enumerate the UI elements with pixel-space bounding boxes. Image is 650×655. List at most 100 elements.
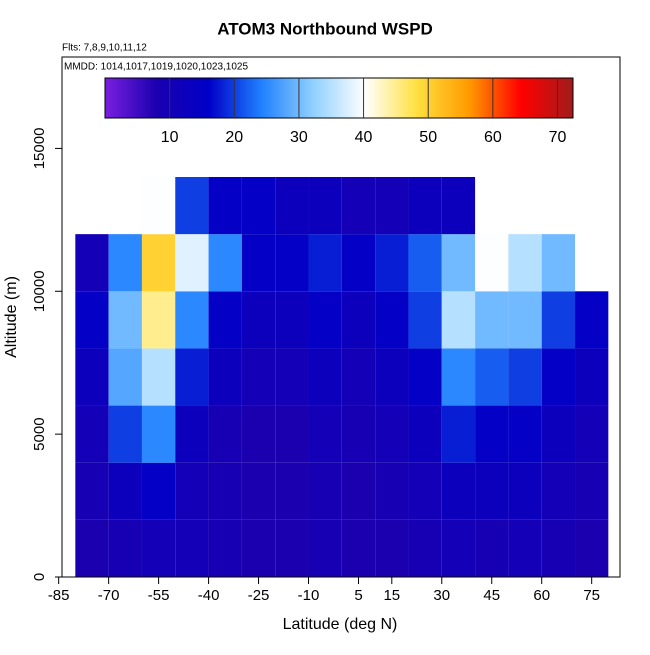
heat-cell bbox=[308, 405, 342, 463]
x-tick-label: 30 bbox=[433, 587, 450, 604]
heat-cell bbox=[408, 462, 442, 520]
heat-cell bbox=[208, 291, 242, 349]
heat-cell bbox=[441, 291, 476, 349]
heat-cell bbox=[141, 405, 176, 463]
heat-cell bbox=[341, 348, 376, 406]
heat-cell bbox=[141, 348, 176, 406]
heat-cell bbox=[441, 177, 476, 235]
heat-cell bbox=[75, 519, 109, 577]
heat-cell bbox=[441, 519, 476, 577]
colorbar-tick-label: 20 bbox=[225, 129, 243, 146]
x-tick-label: 75 bbox=[583, 587, 600, 604]
heat-cell bbox=[408, 177, 442, 235]
colorbar-tick-label: 40 bbox=[355, 129, 373, 146]
x-tick-label: 60 bbox=[533, 587, 550, 604]
heat-cell bbox=[275, 348, 309, 406]
heat-cell bbox=[475, 291, 509, 349]
y-tick-label: 5000 bbox=[31, 417, 48, 450]
heat-cell bbox=[275, 405, 309, 463]
heat-cell bbox=[308, 177, 342, 235]
heat-cell bbox=[108, 291, 142, 349]
heat-cell bbox=[408, 234, 442, 292]
heat-cell bbox=[575, 462, 609, 520]
heat-cell bbox=[375, 405, 409, 463]
heat-cell bbox=[141, 519, 176, 577]
heat-cell bbox=[75, 348, 109, 406]
heat-cell bbox=[508, 462, 542, 520]
heat-cell bbox=[375, 462, 409, 520]
heat-cell bbox=[75, 234, 109, 292]
heat-cell bbox=[341, 519, 376, 577]
heat-cell bbox=[475, 234, 509, 292]
heat-cell bbox=[141, 462, 176, 520]
heat-cell bbox=[141, 234, 176, 292]
heat-cell bbox=[175, 177, 209, 235]
heat-cell bbox=[375, 519, 409, 577]
heat-cell bbox=[308, 462, 342, 520]
heat-cell bbox=[175, 462, 209, 520]
heat-cell bbox=[275, 234, 309, 292]
y-tick-label: 15000 bbox=[31, 128, 48, 170]
heat-cell bbox=[475, 348, 509, 406]
heat-cell bbox=[175, 519, 209, 577]
heat-cell bbox=[375, 291, 409, 349]
heat-cell bbox=[441, 462, 476, 520]
heat-cell bbox=[241, 405, 276, 463]
heat-cell bbox=[441, 348, 476, 406]
heat-cell bbox=[341, 177, 376, 235]
heat-cell bbox=[408, 519, 442, 577]
heat-cell bbox=[408, 291, 442, 349]
annotation: MMDD: 1014,1017,1019,1020,1023,1025 bbox=[64, 62, 248, 73]
heat-cell bbox=[575, 519, 609, 577]
heat-cell bbox=[175, 348, 209, 406]
subtitle: Flts: 7,8,9,10,11,12 bbox=[62, 43, 147, 54]
x-tick-label: 5 bbox=[354, 587, 362, 604]
heat-cell bbox=[108, 462, 142, 520]
heat-cell bbox=[141, 291, 176, 349]
heat-cell bbox=[575, 291, 609, 349]
heat-cell bbox=[75, 405, 109, 463]
x-tick-label: -25 bbox=[248, 587, 270, 604]
x-tick-label: 45 bbox=[483, 587, 500, 604]
x-tick-label: -70 bbox=[98, 587, 120, 604]
colorbar bbox=[104, 77, 574, 119]
y-tick-label: 10000 bbox=[31, 270, 48, 312]
heat-cell bbox=[208, 462, 242, 520]
heat-cell bbox=[541, 234, 576, 292]
heat-cell bbox=[508, 519, 542, 577]
y-axis-label: Altitude (m) bbox=[3, 276, 20, 358]
heat-cell bbox=[541, 405, 576, 463]
heat-cell bbox=[241, 348, 276, 406]
heat-cell bbox=[275, 519, 309, 577]
heat-cell bbox=[475, 519, 509, 577]
heat-cell bbox=[475, 462, 509, 520]
x-tick-label: -85 bbox=[48, 587, 70, 604]
heat-cell bbox=[108, 234, 142, 292]
colorbar-tick-label: 70 bbox=[549, 129, 567, 146]
heat-cell bbox=[308, 291, 342, 349]
heat-cell bbox=[208, 519, 242, 577]
heat-cell bbox=[308, 234, 342, 292]
x-tick-label: -55 bbox=[148, 587, 170, 604]
heat-cell bbox=[341, 462, 376, 520]
heat-cell bbox=[575, 405, 609, 463]
heat-cell bbox=[208, 405, 242, 463]
heat-cell bbox=[375, 348, 409, 406]
heat-cell bbox=[208, 177, 242, 235]
heat-cell bbox=[541, 348, 576, 406]
heat-cell bbox=[375, 234, 409, 292]
colorbar-tick-label: 30 bbox=[290, 129, 308, 146]
heat-cell bbox=[508, 405, 542, 463]
heat-cell bbox=[175, 291, 209, 349]
heat-cell bbox=[241, 177, 276, 235]
heat-cell bbox=[541, 291, 576, 349]
colorbar-tick-label: 50 bbox=[419, 129, 437, 146]
heat-cell bbox=[408, 348, 442, 406]
heat-cell bbox=[241, 519, 276, 577]
heat-cell bbox=[341, 291, 376, 349]
heat-cell bbox=[308, 348, 342, 406]
heat-cell bbox=[275, 462, 309, 520]
heat-cell bbox=[341, 405, 376, 463]
y-tick-label: 0 bbox=[31, 573, 48, 581]
